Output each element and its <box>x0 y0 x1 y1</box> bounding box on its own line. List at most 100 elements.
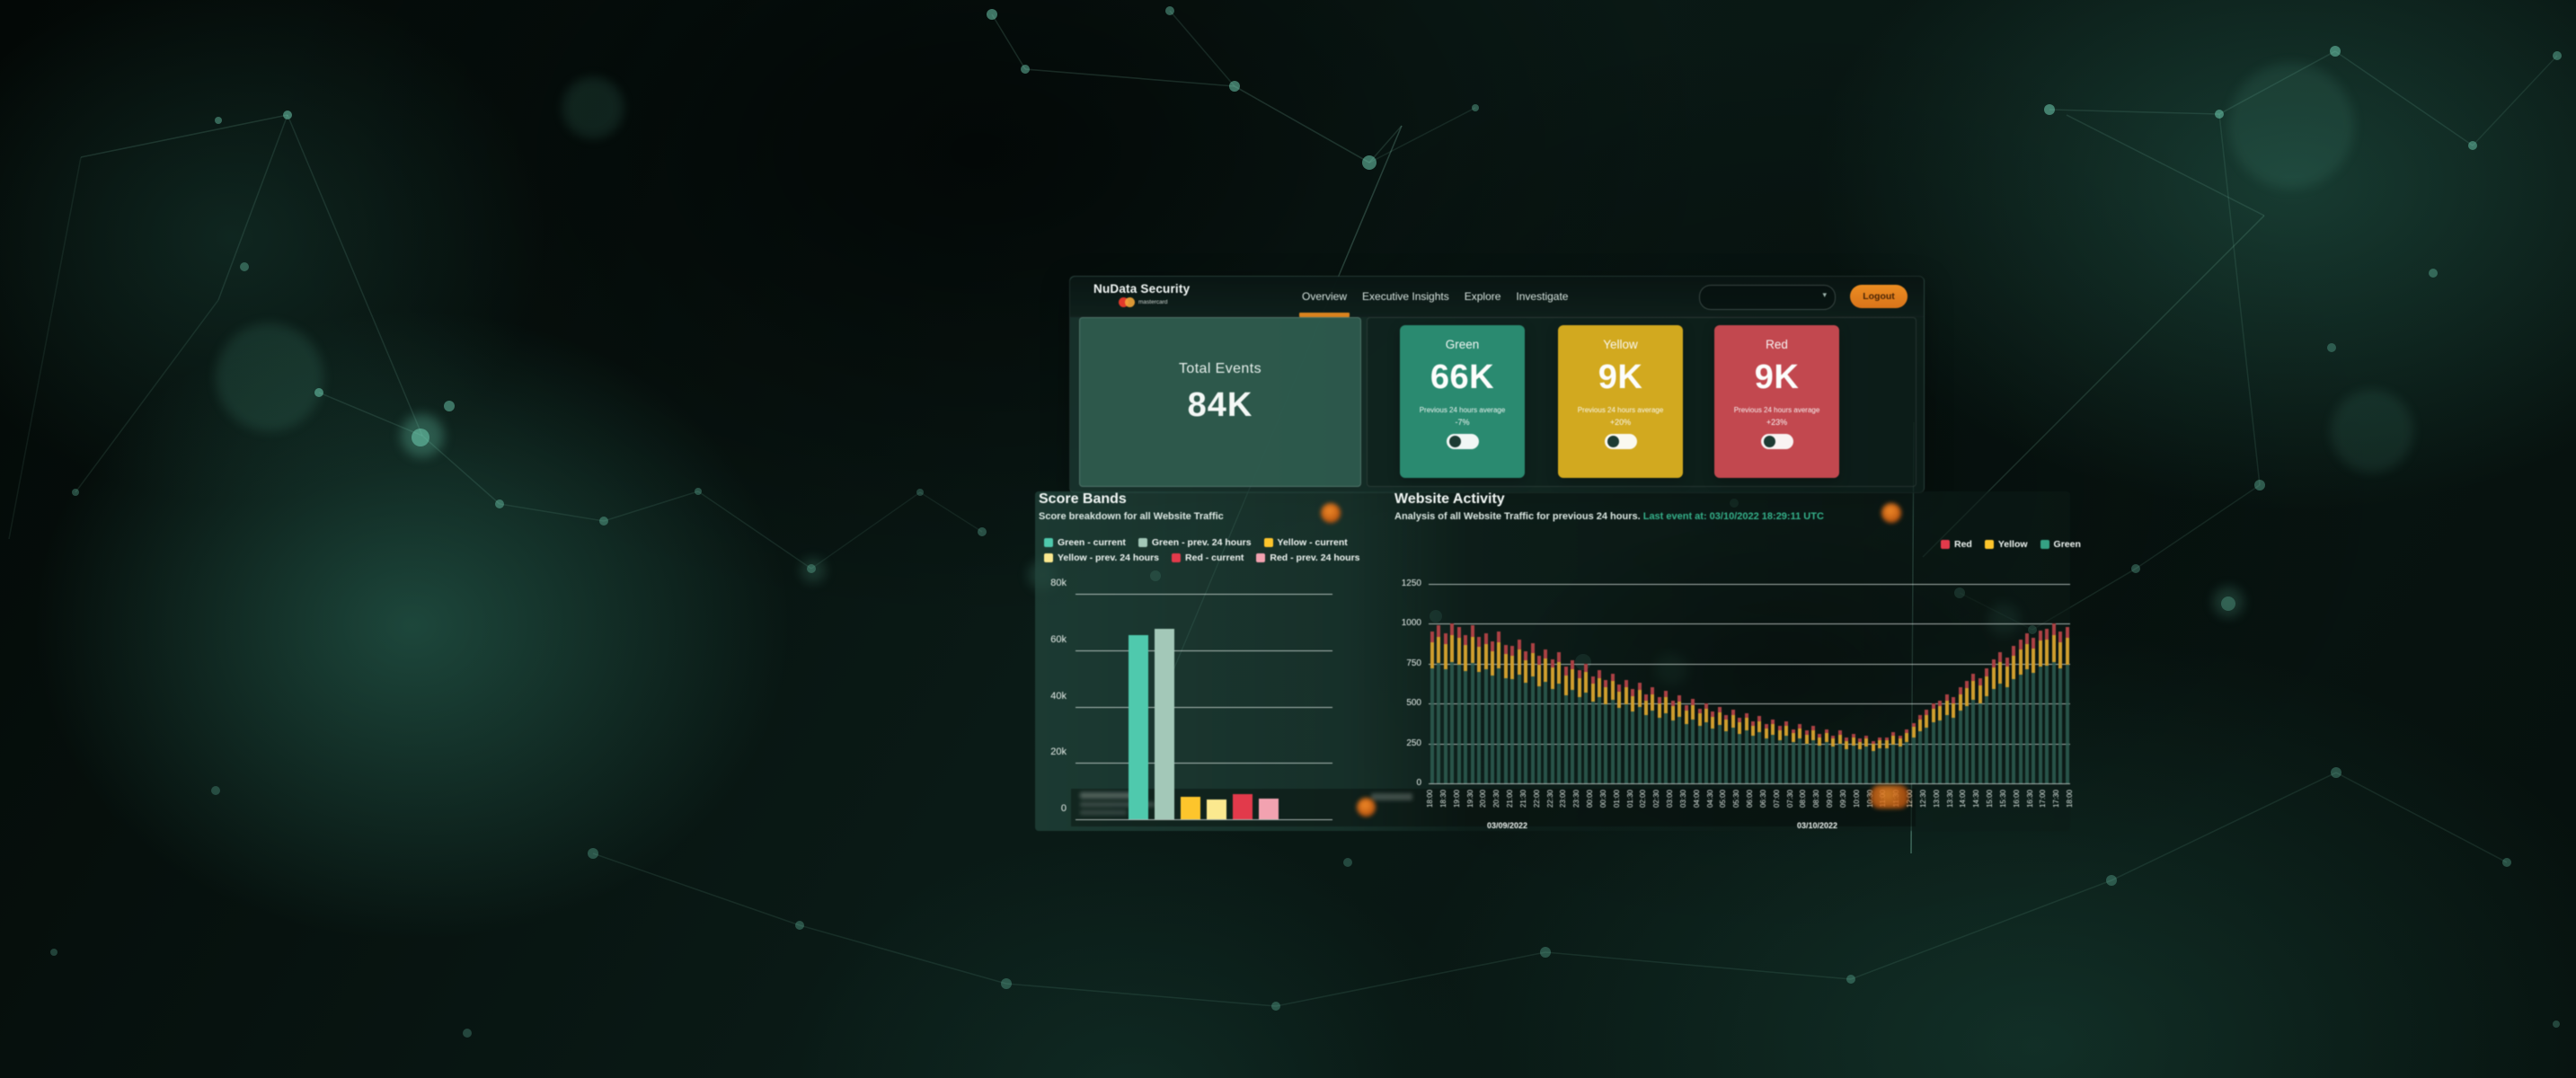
x-tick-label: 06:30 <box>1758 790 1767 808</box>
nav-menu: Overview Executive Insights Explore Investi… <box>1298 277 1569 317</box>
bar-segment-yellow <box>1571 668 1575 690</box>
bar-segment-yellow <box>1810 729 1815 740</box>
card-toggle-yellow[interactable] <box>1604 434 1637 449</box>
y-tick-label: 0 <box>1060 803 1067 814</box>
nav-item-explore[interactable]: Explore <box>1464 290 1501 303</box>
orange-status-dot <box>1357 798 1376 817</box>
bar-segment-yellow <box>1617 691 1622 709</box>
x-tick-label: 04:00 <box>1692 790 1701 808</box>
bar-segment-green <box>1911 737 1916 783</box>
bar-segment-yellow <box>1891 736 1896 745</box>
x-tick-label: 09:30 <box>1838 790 1847 808</box>
bar-segment-red <box>1610 673 1615 682</box>
nav-item-overview[interactable]: Overview <box>1298 277 1350 317</box>
activity-bar <box>1931 703 1935 783</box>
bar-segment-red <box>1530 642 1535 653</box>
legend-swatch <box>2040 540 2049 549</box>
bar-segment-yellow <box>1824 732 1828 743</box>
bar-segment-green <box>2038 667 2042 783</box>
top-navbar: NuData Security mastercard Overview Execu… <box>1070 277 1924 317</box>
bar-segment-yellow <box>1864 738 1869 747</box>
bar-segment-red <box>1724 714 1729 720</box>
bar-segment-yellow <box>1804 734 1809 744</box>
bar-segment-red <box>1597 669 1601 678</box>
bar-segment-yellow <box>1657 702 1661 719</box>
legend-swatch <box>1172 553 1182 562</box>
x-tick-label: 17:00 <box>2039 790 2048 808</box>
activity-bar <box>1878 737 1882 783</box>
activity-bar <box>1664 691 1669 783</box>
bar-segment-yellow <box>1944 700 1949 716</box>
filter-dropdown[interactable]: ▾ <box>1699 285 1836 310</box>
website-activity-title: Website Activity <box>1394 491 1505 507</box>
bar-segment-green <box>1590 702 1595 783</box>
x-tick-label: 18:00 <box>1426 790 1434 808</box>
bar-segment-yellow <box>1938 706 1943 720</box>
bar-segment-green <box>1824 742 1828 783</box>
nav-item-executive-insights[interactable]: Executive Insights <box>1362 290 1449 303</box>
activity-bar <box>1771 720 1775 783</box>
activity-bar <box>1938 700 1943 783</box>
y-tick-label: 500 <box>1406 698 1421 709</box>
bar-segment-green <box>1443 669 1447 783</box>
bar-segment-red <box>2005 657 2009 667</box>
bar-segment-red <box>1751 720 1755 726</box>
y-tick-label: 20k <box>1050 747 1067 758</box>
x-tick-label: 15:30 <box>1998 790 2007 808</box>
y-tick-label: 750 <box>1406 658 1421 668</box>
activity-bar <box>1610 673 1615 783</box>
legend-item-green-current: Green - current <box>1044 537 1126 548</box>
bar-segment-yellow <box>1550 667 1554 689</box>
bar-segment-yellow <box>1597 677 1601 698</box>
bar-segment-yellow <box>1664 697 1669 713</box>
bar-segment-green <box>1664 712 1669 783</box>
activity-bar <box>1537 655 1541 783</box>
nav-item-investigate[interactable]: Investigate <box>1516 290 1569 303</box>
gridline <box>1076 819 1332 820</box>
bar-segment-red <box>1497 632 1501 643</box>
bar-segment-red <box>1938 700 1943 707</box>
bar-segment-red <box>1818 733 1822 738</box>
mastercard-orange-circle-icon <box>1125 297 1135 307</box>
bar-segment-yellow <box>1631 695 1635 712</box>
bar-segment-green <box>1604 704 1608 783</box>
bar-segment-yellow <box>2065 638 2069 665</box>
orange-status-dot <box>1881 503 1901 523</box>
bar-segment-red <box>1851 733 1855 738</box>
card-title: Yellow <box>1603 338 1638 351</box>
tick-highlight-glow <box>1871 785 1908 808</box>
activity-bar <box>1925 710 1929 783</box>
x-tick-label: 13:30 <box>1945 790 1954 808</box>
activity-bar <box>1450 623 1455 783</box>
x-tick-label: 00:00 <box>1586 790 1594 808</box>
bar-segment-red <box>2045 628 2049 640</box>
card-toggle-red[interactable] <box>1760 434 1793 449</box>
card-toggle-green[interactable] <box>1446 434 1479 449</box>
bar-segment-green <box>1905 742 1909 783</box>
mastercard-wordmark: mastercard <box>1138 299 1168 305</box>
bar-segment-yellow <box>1738 722 1742 734</box>
bar-segment-red <box>1771 720 1775 724</box>
activity-bar <box>1464 634 1468 783</box>
activity-bar <box>1810 726 1815 783</box>
gridline <box>1429 703 2070 705</box>
bar-segment-green <box>1517 674 1521 783</box>
bar-segment-yellow <box>2045 639 2049 667</box>
activity-bar <box>2012 646 2016 783</box>
bar-segment-red <box>2065 627 2069 639</box>
bar-segment-yellow <box>2012 656 2016 679</box>
bar-segment-green <box>1837 743 1842 783</box>
bar-segment-green <box>1617 708 1622 783</box>
bar-segment-yellow <box>1771 724 1775 736</box>
bar-segment-red <box>1784 720 1789 726</box>
bar-segment-green <box>1631 711 1635 783</box>
bar-segment-red <box>1557 652 1562 662</box>
bar-segment-green <box>1670 720 1675 783</box>
logout-button[interactable]: Logout <box>1850 285 1908 308</box>
x-tick-label: 21:30 <box>1518 790 1527 808</box>
bar-segment-red <box>1430 632 1434 643</box>
legend-item-yellow-prev-24-hours: Yellow - prev. 24 hours <box>1044 552 1159 563</box>
bar-segment-green <box>1497 667 1501 783</box>
bar-segment-green <box>1938 720 1943 783</box>
bar-segment-yellow <box>1971 681 1976 700</box>
